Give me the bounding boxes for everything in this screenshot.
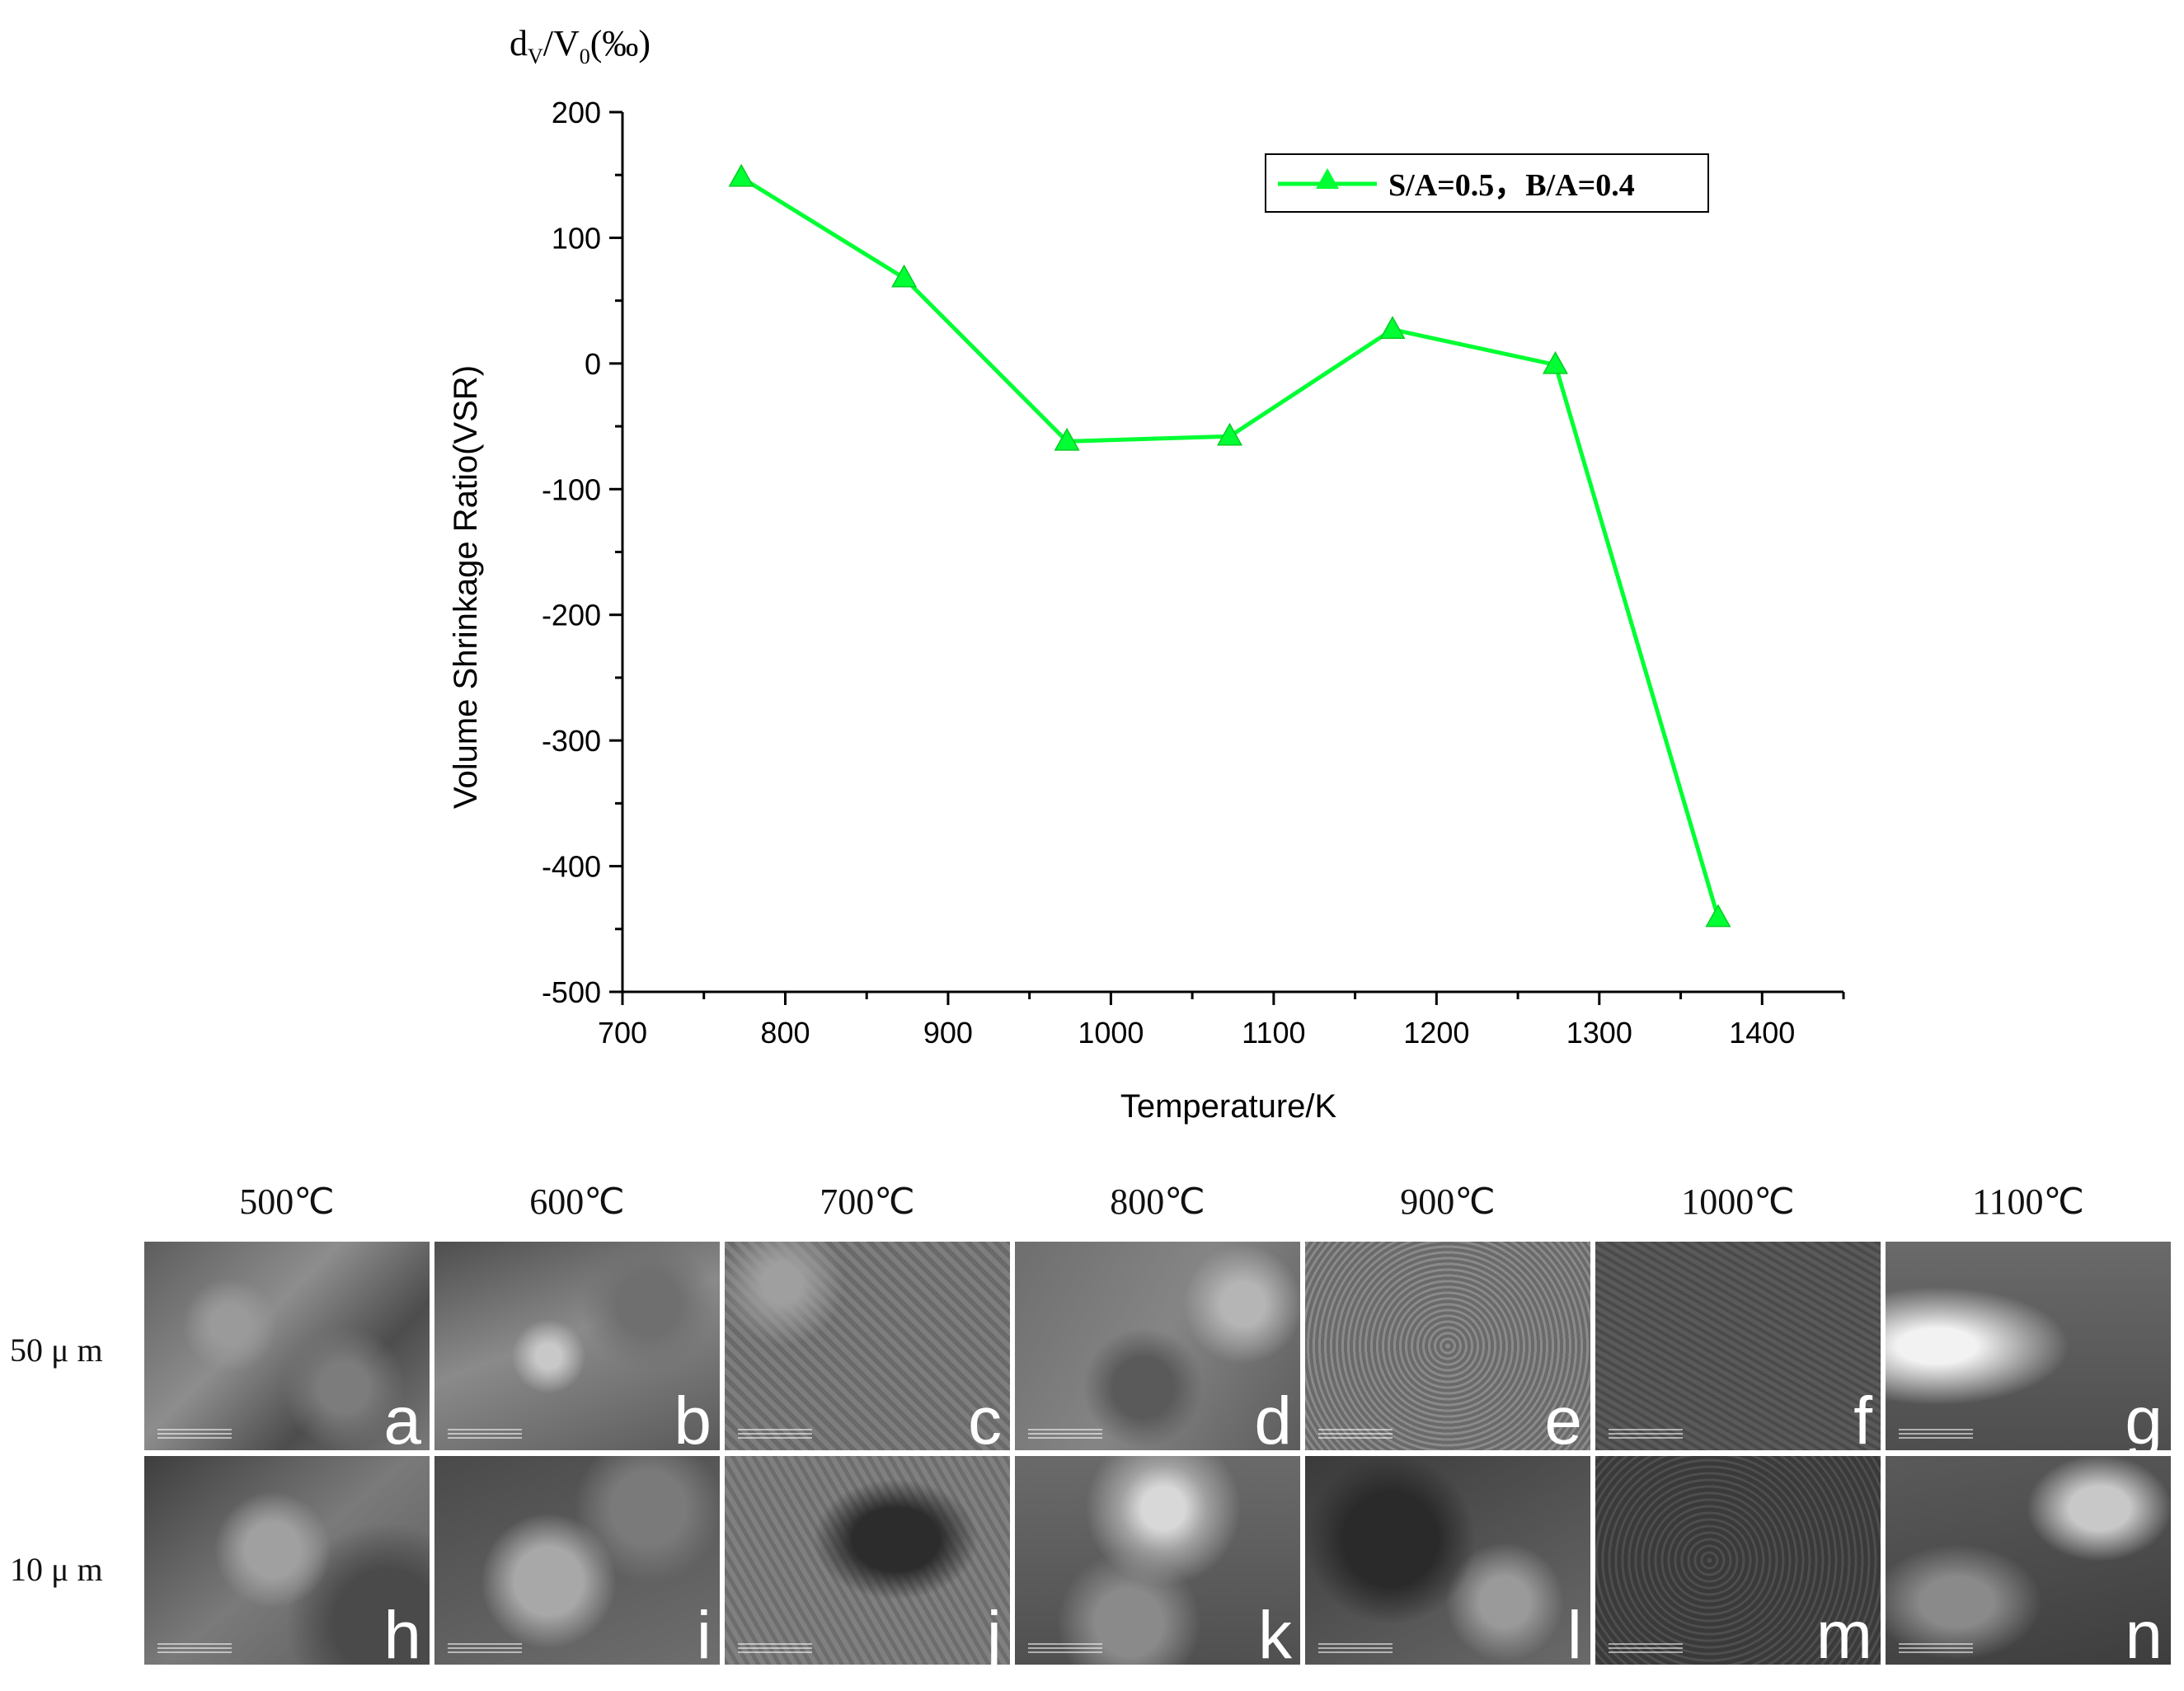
temperature-label: 800℃ <box>1110 1181 1205 1222</box>
sem-image-panel: 500℃ 600℃ 700℃ 800℃ 900℃ 1000℃ 1100℃ 50 μ m 10 μ… <box>0 1154 2184 1691</box>
x-axis-title: Temperature/K <box>1120 1088 1337 1125</box>
legend-entry: S/A=0.5，B/A=0.4 <box>1388 168 1635 203</box>
sem-image-letter: h <box>383 1598 421 1665</box>
svg-text:dV/V0(‰): dV/V0(‰) <box>510 23 651 68</box>
temperature-label: 500℃ <box>239 1181 335 1222</box>
sem-info-bar <box>1899 1643 1973 1655</box>
x-tick-label: 700 <box>598 1016 647 1050</box>
series-line <box>740 176 1721 918</box>
y-unit-main: d <box>510 23 528 63</box>
sem-info-bar <box>157 1429 232 1440</box>
data-point <box>1217 422 1243 446</box>
sem-info-bar <box>448 1429 522 1440</box>
x-tick-label: 1400 <box>1729 1016 1795 1050</box>
sem-image-h: h <box>144 1456 430 1665</box>
y-tick-label: 200 <box>552 96 601 129</box>
axis-ticks: 700 800 900 1000 1100 1200 1300 14002001000-100… <box>542 96 1845 1050</box>
sem-info-bar <box>1318 1643 1393 1655</box>
data-point <box>891 264 918 288</box>
y-tick-label: -400 <box>542 850 601 884</box>
sem-image-f: f <box>1595 1242 1881 1450</box>
scale-label: 50 μ m <box>10 1332 103 1369</box>
sem-image-letter: n <box>2125 1598 2163 1665</box>
x-tick-label: 1300 <box>1566 1016 1632 1050</box>
y-tick-label: -300 <box>542 724 601 758</box>
sem-image-c: c <box>725 1242 1010 1450</box>
sem-image-letter: m <box>1815 1598 1872 1665</box>
sem-info-bar <box>1899 1429 1973 1440</box>
y-tick-label: 0 <box>585 347 601 381</box>
y-unit-sub2: 0 <box>580 45 590 68</box>
sem-image-letter: e <box>1544 1383 1582 1451</box>
sem-image-k: k <box>1015 1456 1300 1665</box>
sem-image-l: l <box>1305 1456 1590 1665</box>
sem-image-e: e <box>1305 1242 1590 1450</box>
sem-image-d: d <box>1015 1242 1300 1450</box>
data-point <box>1705 904 1731 928</box>
sem-info-bar <box>448 1643 522 1655</box>
y-tick-label: 100 <box>552 221 601 255</box>
temperature-label: 1100℃ <box>1972 1181 2084 1222</box>
x-tick-label: 1100 <box>1242 1016 1305 1050</box>
temperature-label: 600℃ <box>529 1181 625 1222</box>
y-unit-sub1: V <box>528 45 543 68</box>
sem-info-bar <box>1609 1429 1683 1440</box>
sem-image-letter: a <box>383 1383 421 1451</box>
sem-image-j: j <box>725 1456 1010 1665</box>
x-tick-label: 900 <box>923 1016 973 1050</box>
y-axis-title: Volume Shrinkage Ratio(VSR) <box>448 365 484 809</box>
x-tick-label: 800 <box>760 1016 810 1050</box>
sem-info-bar <box>1609 1643 1683 1655</box>
sem-image-letter: j <box>986 1598 1002 1665</box>
data-point <box>728 163 754 187</box>
series-layer <box>728 163 1731 928</box>
sem-image-letter: f <box>1853 1383 1872 1451</box>
y-unit-tail: (‰) <box>590 23 651 63</box>
y-tick-label: -100 <box>542 472 601 506</box>
sem-info-bar <box>1028 1643 1102 1655</box>
sem-info-bar <box>1028 1429 1102 1440</box>
sem-image-letter: c <box>968 1383 1002 1451</box>
sem-image-letter: d <box>1254 1383 1292 1451</box>
sem-image-i: i <box>434 1456 720 1665</box>
y-unit-label: dV/V0(‰) <box>510 23 651 68</box>
sem-info-bar <box>738 1429 812 1440</box>
sem-image-m: m <box>1595 1456 1881 1665</box>
y-tick-label: -200 <box>542 599 601 632</box>
sem-image-letter: g <box>2125 1383 2163 1451</box>
y-tick-label: -500 <box>542 975 601 1009</box>
y-unit-mid: /V <box>543 23 580 63</box>
sem-info-bar <box>1318 1429 1393 1440</box>
data-point <box>1054 427 1080 451</box>
sem-image-letter: b <box>674 1383 712 1451</box>
temperature-label: 900℃ <box>1400 1181 1496 1222</box>
temperature-label: 700℃ <box>820 1181 915 1222</box>
x-tick-label: 1200 <box>1403 1016 1469 1050</box>
sem-info-bar <box>738 1643 812 1655</box>
x-tick-label: 1000 <box>1078 1016 1144 1050</box>
sem-image-g: g <box>1886 1242 2171 1450</box>
data-point <box>1542 350 1569 374</box>
sem-image-letter: l <box>1566 1598 1582 1665</box>
sem-image-b: b <box>434 1242 720 1450</box>
sem-image-letter: k <box>1258 1598 1292 1665</box>
sem-image-a: a <box>144 1242 430 1450</box>
sem-image-n: n <box>1886 1456 2171 1665</box>
scale-label: 10 μ m <box>10 1551 103 1588</box>
data-point <box>1379 316 1406 339</box>
sem-info-bar <box>157 1643 232 1655</box>
vsr-line-chart: dV/V0(‰) Volume Shrinkage Ratio(VSR) Tem… <box>448 23 1845 1125</box>
legend-marker <box>1316 168 1339 189</box>
temperature-label: 1000℃ <box>1681 1181 1795 1222</box>
legend: S/A=0.5，B/A=0.4 <box>1265 153 1709 213</box>
sem-image-letter: i <box>696 1598 712 1665</box>
